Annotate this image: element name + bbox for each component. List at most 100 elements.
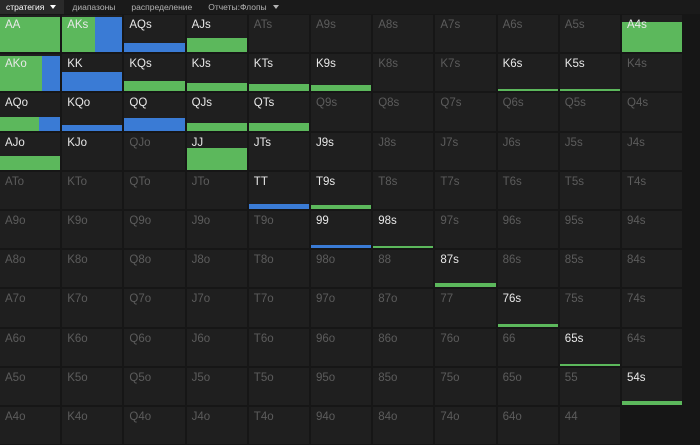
hand-cell-a5s[interactable]: A5s (559, 15, 620, 53)
hand-cell-t6o[interactable]: T6o (248, 328, 309, 366)
hand-cell-t4s[interactable]: T4s (622, 171, 683, 209)
hand-cell-64s[interactable]: 64s (622, 328, 683, 366)
hand-cell-95o[interactable]: 95o (311, 367, 372, 405)
hand-cell-a9o[interactable]: A9o (0, 211, 61, 249)
hand-cell-t9s[interactable]: T9s (311, 171, 372, 209)
hand-cell-k7s[interactable]: K7s (435, 54, 496, 92)
hand-cell-a8s[interactable]: A8s (373, 15, 434, 53)
hand-cell-t6s[interactable]: T6s (497, 171, 558, 209)
hand-cell-q9o[interactable]: Q9o (124, 211, 185, 249)
hand-cell-qq[interactable]: QQ (124, 93, 185, 131)
hand-cell-k8s[interactable]: K8s (373, 54, 434, 92)
hand-cell-a4o[interactable]: A4o (0, 407, 61, 445)
hand-cell-j4s[interactable]: J4s (622, 132, 683, 170)
hand-cell-a7s[interactable]: A7s (435, 15, 496, 53)
hand-cell-k9s[interactable]: K9s (311, 54, 372, 92)
hand-cell-j5s[interactable]: J5s (559, 132, 620, 170)
hand-cell-84s[interactable]: 84s (622, 250, 683, 288)
hand-cell-kjo[interactable]: KJo (62, 132, 123, 170)
hand-cell-95s[interactable]: 95s (559, 211, 620, 249)
hand-cell-j7o[interactable]: J7o (186, 289, 247, 327)
hand-cell-87s[interactable]: 87s (435, 250, 496, 288)
hand-cell-aks[interactable]: AKs (62, 15, 123, 53)
hand-cell-87o[interactable]: 87o (373, 289, 434, 327)
hand-cell-75s[interactable]: 75s (559, 289, 620, 327)
hand-cell-99[interactable]: 99 (311, 211, 372, 249)
hand-cell-85s[interactable]: 85s (559, 250, 620, 288)
hand-cell-t5o[interactable]: T5o (248, 367, 309, 405)
hand-cell-96o[interactable]: 96o (311, 328, 372, 366)
hand-cell-aa[interactable]: AA (0, 15, 61, 53)
hand-cell-t9o[interactable]: T9o (248, 211, 309, 249)
hand-cell-97o[interactable]: 97o (311, 289, 372, 327)
tab-1[interactable]: стратегия (0, 0, 65, 14)
hand-cell-65o[interactable]: 65o (497, 367, 558, 405)
hand-cell-88[interactable]: 88 (373, 250, 434, 288)
hand-cell-qto[interactable]: QTo (124, 171, 185, 209)
hand-cell-j6s[interactable]: J6s (497, 132, 558, 170)
hand-cell-q8o[interactable]: Q8o (124, 250, 185, 288)
hand-cell-aqs[interactable]: AQs (124, 15, 185, 53)
hand-cell-q5o[interactable]: Q5o (124, 367, 185, 405)
hand-cell-kqs[interactable]: KQs (124, 54, 185, 92)
hand-cell-jj[interactable]: JJ (186, 132, 247, 170)
hand-cell-kqo[interactable]: KQo (62, 93, 123, 131)
hand-cell-k4s[interactable]: K4s (622, 54, 683, 92)
tab-3[interactable]: распределение (123, 0, 200, 14)
hand-cell-a7o[interactable]: A7o (0, 289, 61, 327)
hand-cell-77[interactable]: 77 (435, 289, 496, 327)
hand-cell-84o[interactable]: 84o (373, 407, 434, 445)
hand-cell-jts[interactable]: JTs (248, 132, 309, 170)
hand-cell-64o[interactable]: 64o (497, 407, 558, 445)
hand-cell-kk[interactable]: KK (62, 54, 123, 92)
hand-cell-j5o[interactable]: J5o (186, 367, 247, 405)
hand-cell-96s[interactable]: 96s (497, 211, 558, 249)
hand-cell-55[interactable]: 55 (559, 367, 620, 405)
hand-cell-q6o[interactable]: Q6o (124, 328, 185, 366)
hand-cell-ats[interactable]: ATs (248, 15, 309, 53)
hand-cell-44[interactable]: 44 (559, 407, 620, 445)
hand-cell-aqo[interactable]: AQo (0, 93, 61, 131)
hand-cell-q7o[interactable]: Q7o (124, 289, 185, 327)
hand-cell-q5s[interactable]: Q5s (559, 93, 620, 131)
hand-cell-74s[interactable]: 74s (622, 289, 683, 327)
hand-cell-k7o[interactable]: K7o (62, 289, 123, 327)
hand-cell-76s[interactable]: 76s (497, 289, 558, 327)
hand-cell-k6o[interactable]: K6o (62, 328, 123, 366)
hand-cell-66[interactable]: 66 (497, 328, 558, 366)
hand-cell-j7s[interactable]: J7s (435, 132, 496, 170)
chevron-down-icon[interactable] (272, 5, 279, 9)
hand-cell-t8o[interactable]: T8o (248, 250, 309, 288)
hand-cell-k4o[interactable]: K4o (62, 407, 123, 445)
hand-cell-q4o[interactable]: Q4o (124, 407, 185, 445)
hand-cell-86o[interactable]: 86o (373, 328, 434, 366)
hand-cell-t5s[interactable]: T5s (559, 171, 620, 209)
hand-cell-k5s[interactable]: K5s (559, 54, 620, 92)
hand-cell-94s[interactable]: 94s (622, 211, 683, 249)
hand-cell-j6o[interactable]: J6o (186, 328, 247, 366)
hand-cell-k9o[interactable]: K9o (62, 211, 123, 249)
hand-cell-65s[interactable]: 65s (559, 328, 620, 366)
hand-cell-74o[interactable]: 74o (435, 407, 496, 445)
hand-cell-98o[interactable]: 98o (311, 250, 372, 288)
hand-cell-kts[interactable]: KTs (248, 54, 309, 92)
hand-cell-j4o[interactable]: J4o (186, 407, 247, 445)
hand-cell-q7s[interactable]: Q7s (435, 93, 496, 131)
tab-4[interactable]: Отчеты:Флопы (200, 0, 286, 14)
hand-cell-ajo[interactable]: AJo (0, 132, 61, 170)
hand-cell-t7o[interactable]: T7o (248, 289, 309, 327)
hand-cell-ajs[interactable]: AJs (186, 15, 247, 53)
hand-cell-q9s[interactable]: Q9s (311, 93, 372, 131)
hand-cell-qts[interactable]: QTs (248, 93, 309, 131)
hand-cell-t4o[interactable]: T4o (248, 407, 309, 445)
hand-cell-j9o[interactable]: J9o (186, 211, 247, 249)
hand-cell-54s[interactable]: 54s (622, 367, 683, 405)
hand-cell-86s[interactable]: 86s (497, 250, 558, 288)
hand-cell-76o[interactable]: 76o (435, 328, 496, 366)
hand-cell-a4s[interactable]: A4s (622, 15, 683, 53)
hand-cell-j9s[interactable]: J9s (311, 132, 372, 170)
hand-cell-98s[interactable]: 98s (373, 211, 434, 249)
hand-cell-ato[interactable]: ATo (0, 171, 61, 209)
hand-cell-q6s[interactable]: Q6s (497, 93, 558, 131)
hand-cell-t8s[interactable]: T8s (373, 171, 434, 209)
